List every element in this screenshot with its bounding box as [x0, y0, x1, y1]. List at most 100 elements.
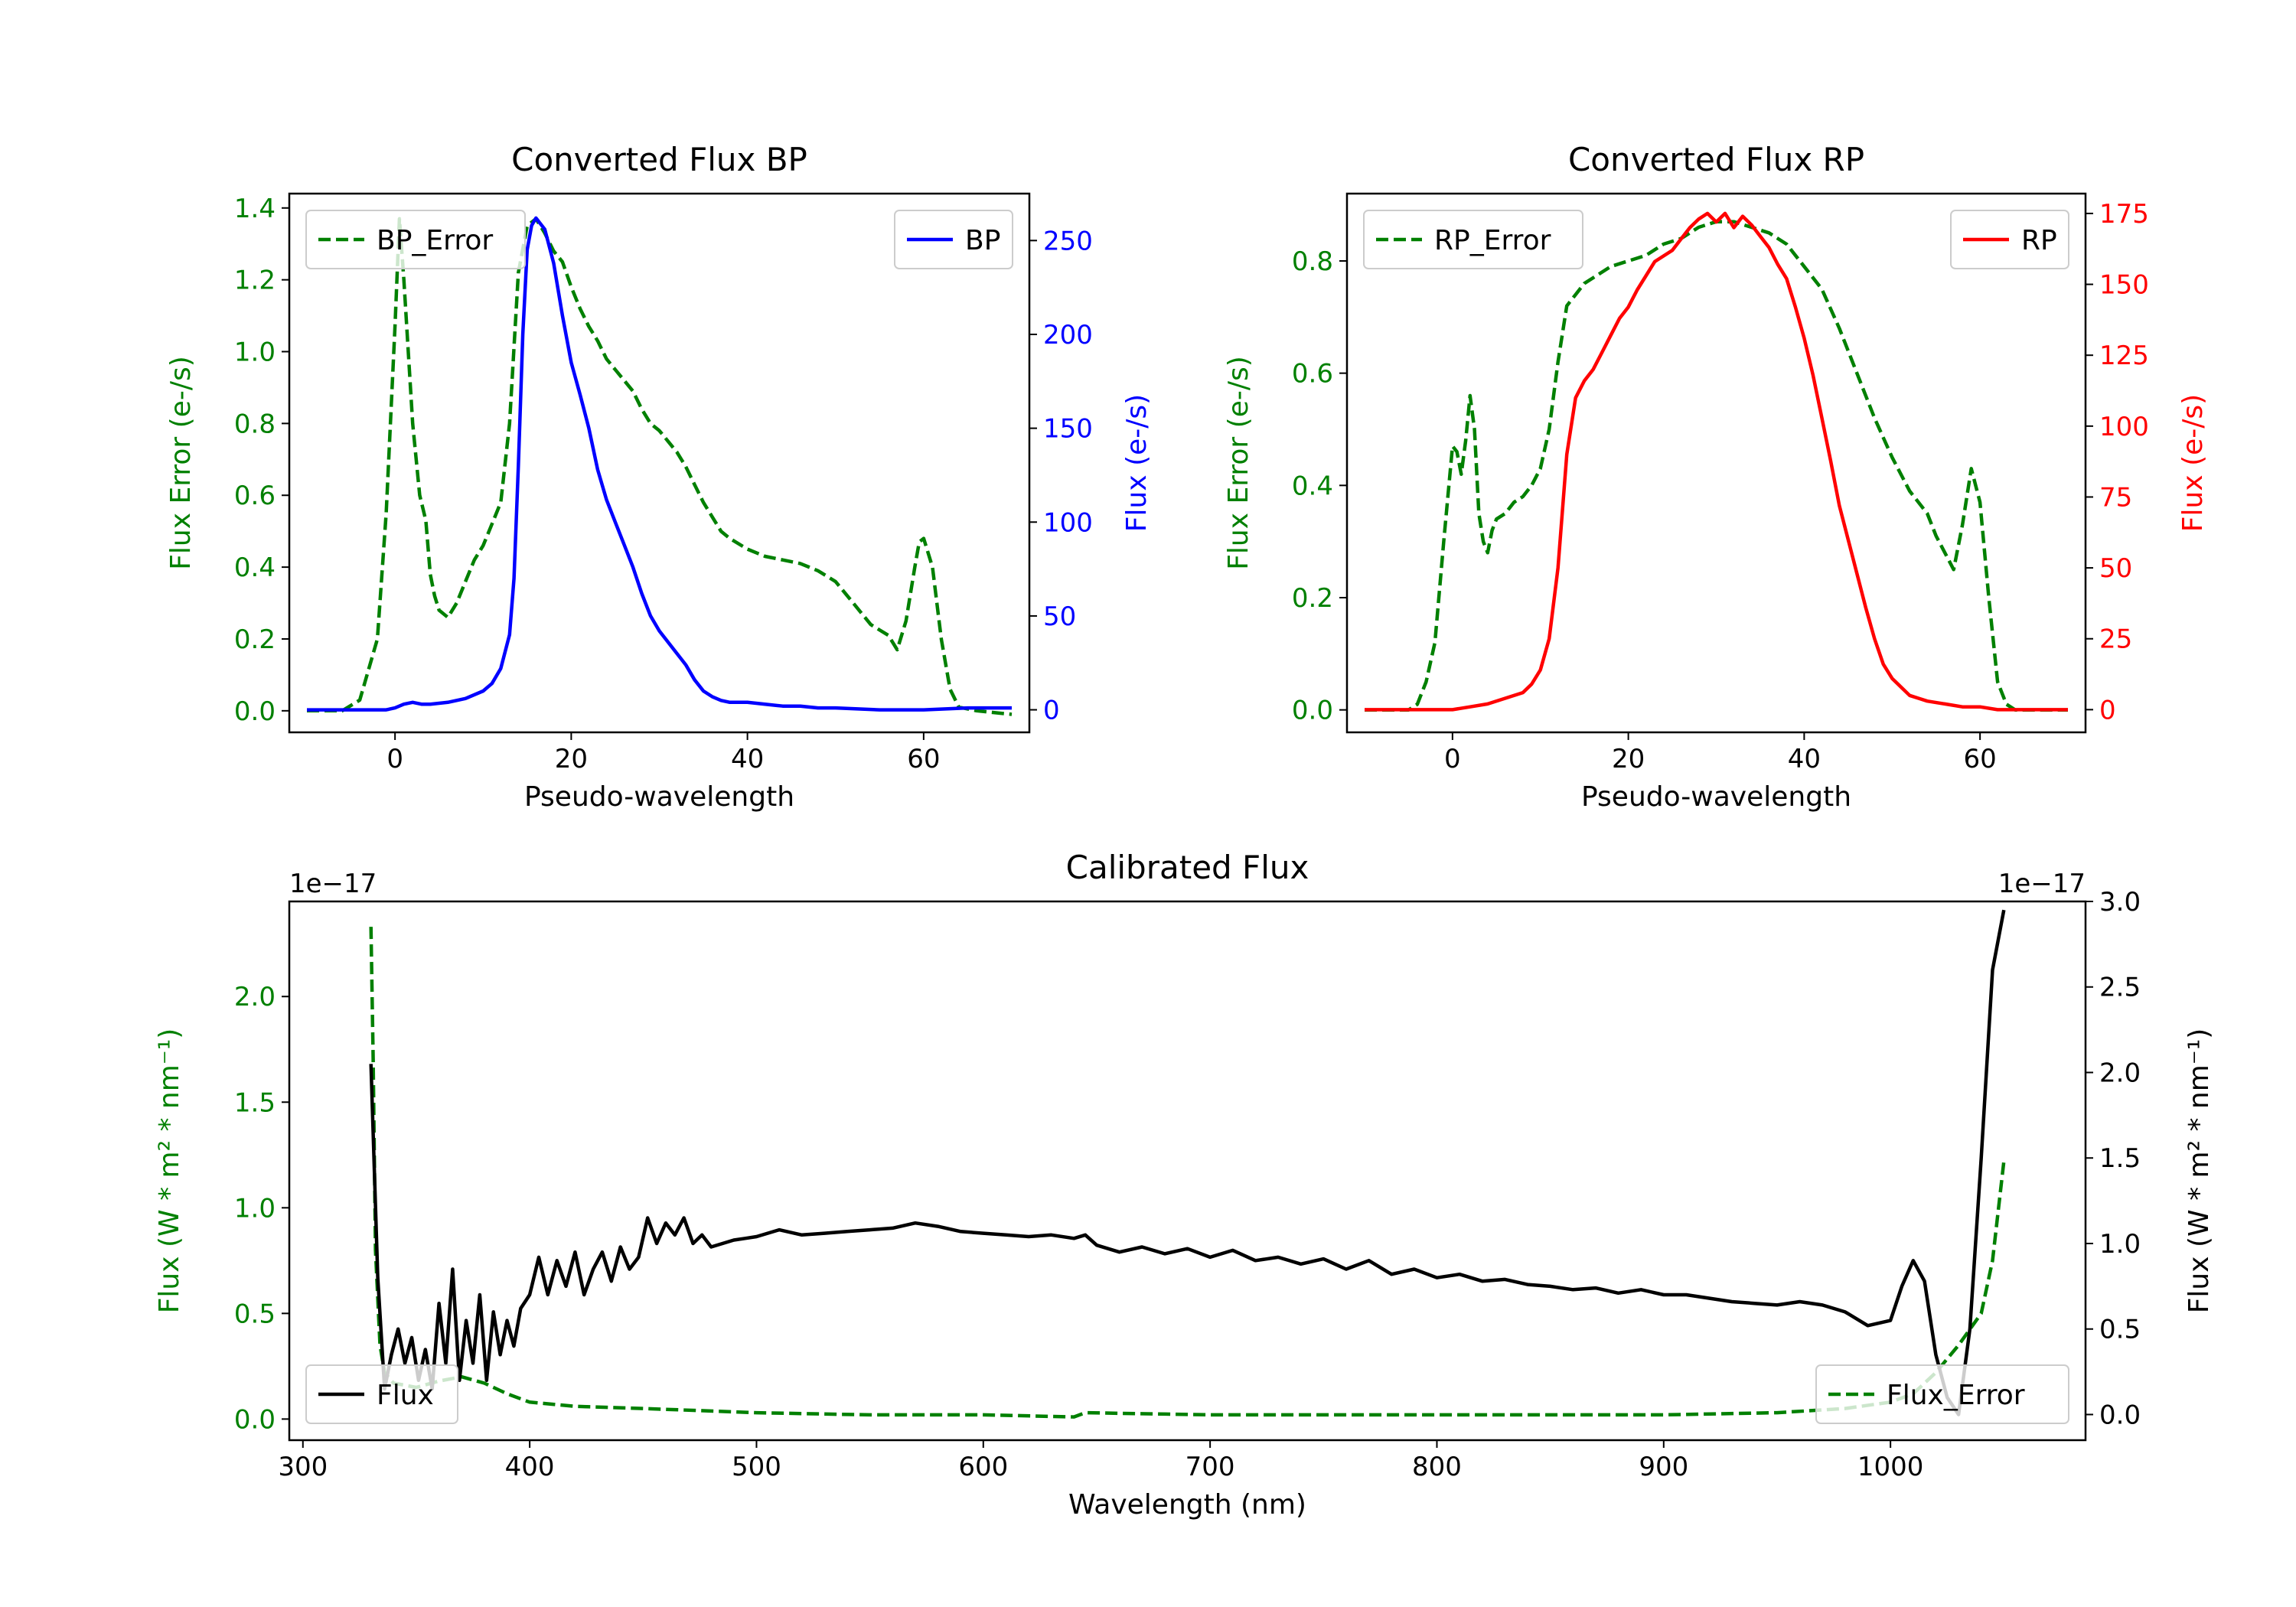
- legend-box: [305, 210, 526, 269]
- axes-frame: [288, 192, 1031, 734]
- legend-flux-error: Flux_Error: [1815, 1364, 2069, 1424]
- left-offset-text: 1e−17: [289, 869, 377, 899]
- legend-rp: RP: [1950, 210, 2069, 269]
- right-tick-label: 1.0: [2099, 1229, 2141, 1260]
- legend-bp: BP: [894, 210, 1013, 269]
- x-tick-label: 400: [505, 1452, 555, 1482]
- left-tick-label: 0.0: [1292, 696, 1333, 726]
- left-tick-label: 2.0: [234, 982, 276, 1012]
- left-tick-label: 1.4: [234, 194, 276, 224]
- left-axis-label: Flux Error (e-/s): [165, 356, 197, 570]
- legend-box: [305, 1364, 458, 1424]
- right-tick-label: 200: [1043, 320, 1093, 350]
- x-tick-label: 0: [1444, 744, 1461, 774]
- legend-label: BP: [965, 225, 1000, 256]
- axes-frame: [1345, 192, 2087, 734]
- left-tick-label: 0.6: [234, 481, 276, 511]
- left-tick-label: 0.4: [1292, 471, 1333, 501]
- right-tick-label: 0: [1043, 696, 1060, 726]
- x-tick-label: 600: [958, 1452, 1008, 1482]
- x-tick-label: 500: [732, 1452, 781, 1482]
- right-tick-label: 3.0: [2099, 887, 2141, 918]
- right-tick-label: 50: [2099, 553, 2132, 584]
- x-axis-label: Pseudo-wavelength: [524, 781, 794, 813]
- left-tick-label: 0.8: [1292, 246, 1333, 277]
- series-line-rp: [1365, 211, 2068, 712]
- legend-label: BP_Error: [377, 225, 493, 256]
- left-axis-label: Flux Error (e-/s): [1223, 356, 1254, 570]
- legend-box: [1950, 210, 2069, 269]
- x-tick-label: 40: [1788, 744, 1821, 774]
- left-axis-label: Flux (W * m² * nm⁻¹): [154, 1028, 185, 1314]
- x-tick-label: 60: [1964, 744, 1997, 774]
- left-tick-label: 0.0: [234, 696, 276, 727]
- left-tick-label: 0.4: [234, 553, 276, 583]
- x-axis-label: Pseudo-wavelength: [1581, 781, 1851, 813]
- chart-title: Converted Flux BP: [511, 141, 807, 178]
- series-line-bp-error: [307, 217, 1013, 716]
- left-tick-label: 0.5: [234, 1299, 276, 1329]
- left-tick-label: 1.0: [234, 337, 276, 368]
- legend-rp-error: RP_Error: [1363, 210, 1583, 269]
- x-tick-label: 700: [1186, 1452, 1235, 1482]
- x-tick-label: 20: [555, 744, 588, 774]
- x-tick-label: 1000: [1857, 1452, 1924, 1482]
- plot-area: [1365, 211, 2068, 712]
- right-axis-label: Flux (e-/s): [1121, 394, 1153, 532]
- x-tick-label: 60: [907, 744, 940, 774]
- x-tick-label: 20: [1612, 744, 1645, 774]
- left-tick-label: 0.8: [234, 409, 276, 439]
- chart-title: Calibrated Flux: [1066, 849, 1309, 886]
- left-tick-label: 0.6: [1292, 359, 1333, 390]
- left-tick-label: 0.2: [1292, 583, 1333, 614]
- legend-bp-error: BP_Error: [305, 210, 526, 269]
- legend-label: Flux_Error: [1887, 1380, 2025, 1411]
- right-tick-label: 150: [1043, 414, 1093, 445]
- left-tick-label: 0.0: [234, 1404, 276, 1435]
- x-axis-label: Wavelength (nm): [1068, 1489, 1306, 1521]
- axes-frame: [288, 900, 2087, 1442]
- legend-box: [894, 210, 1013, 269]
- right-tick-label: 50: [1043, 601, 1076, 632]
- legend-label: Flux: [377, 1380, 434, 1411]
- legend-box: [1363, 210, 1583, 269]
- x-tick-label: 800: [1412, 1452, 1462, 1482]
- x-tick-label: 40: [731, 744, 764, 774]
- right-tick-label: 2.0: [2099, 1058, 2141, 1088]
- right-tick-label: 1.5: [2099, 1143, 2141, 1174]
- right-tick-label: 100: [1043, 507, 1093, 538]
- right-tick-label: 25: [2099, 624, 2132, 655]
- right-tick-label: 0: [2099, 695, 2116, 725]
- legend-label: RP_Error: [1434, 225, 1551, 256]
- right-tick-label: 175: [2099, 199, 2149, 230]
- legend-flux: Flux: [305, 1364, 458, 1424]
- right-offset-text: 1e−17: [1998, 869, 2086, 899]
- x-tick-label: 900: [1639, 1452, 1688, 1482]
- right-axis-label: Flux (e-/s): [2177, 394, 2209, 532]
- chart-bp: Converted Flux BP 0 20 40 60 Pseudo-wavelengt…: [165, 141, 1153, 813]
- left-tick-label: 1.0: [234, 1193, 276, 1224]
- series-line-rp-error: [1365, 220, 2068, 712]
- right-tick-label: 150: [2099, 270, 2149, 301]
- right-axis-label: Flux (W * m² * nm⁻¹): [2183, 1028, 2215, 1314]
- legend-label: RP: [2021, 225, 2057, 256]
- right-tick-label: 100: [2099, 412, 2149, 442]
- series-line-flux: [369, 909, 2006, 1416]
- right-tick-label: 75: [2099, 482, 2132, 513]
- series-line-bp: [307, 216, 1012, 712]
- series-line-flux-error: [369, 927, 2006, 1419]
- chart-rp: Converted Flux RP 0 20 40 60 Pseudo-wavelengt…: [1223, 141, 2209, 813]
- x-tick-label: 300: [278, 1452, 328, 1482]
- left-tick-label: 1.5: [234, 1087, 276, 1118]
- plot-area: [307, 216, 1013, 716]
- right-tick-label: 250: [1043, 226, 1093, 256]
- chart-title: Converted Flux RP: [1568, 141, 1864, 178]
- right-tick-label: 0.0: [2099, 1400, 2141, 1430]
- right-tick-label: 125: [2099, 341, 2149, 371]
- right-tick-label: 2.5: [2099, 973, 2141, 1003]
- legend-box: [1815, 1364, 2069, 1424]
- left-tick-label: 0.2: [234, 624, 276, 655]
- right-tick-label: 0.5: [2099, 1315, 2141, 1345]
- left-tick-label: 1.2: [234, 266, 276, 296]
